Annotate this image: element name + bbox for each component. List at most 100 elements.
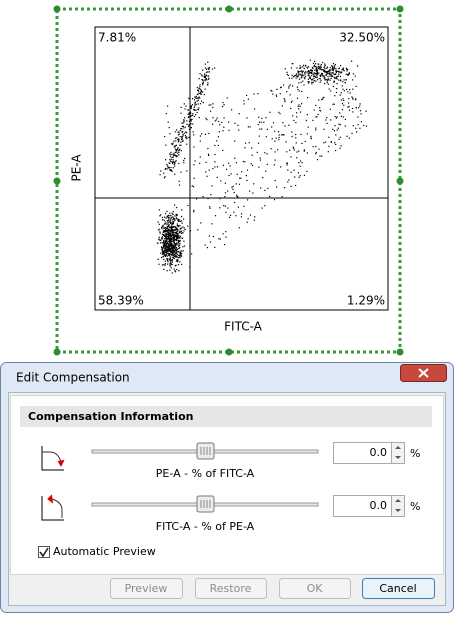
scatter-dot [206,247,208,249]
scatter-dot [211,68,214,70]
scatter-dot [204,73,206,75]
scatter-dot [181,128,183,130]
scatter-dot [274,159,276,161]
scatter-dot [314,69,316,71]
scatter-dot [175,229,177,231]
scatter-dot [161,248,163,250]
scatter-dot [164,245,166,247]
scatter-dot [336,76,338,78]
scatter-dot [164,246,166,248]
scatter-dot [323,76,325,78]
scatter-dot [329,108,331,110]
scatter-dot [334,125,336,127]
scatter-dot [173,152,175,154]
scatter-dot [165,254,167,256]
scatter-dot [332,65,334,67]
scatter-dot [173,154,175,156]
scatter-dot [183,159,185,162]
scatter-dot [197,93,199,95]
scatter-dot [273,199,276,201]
scatter-dot [172,156,174,158]
scatter-dot [315,70,317,72]
scatter-dot [172,142,174,144]
compensation-icon [41,446,65,471]
scatter-dot [293,149,295,151]
scatter-dot [208,66,210,69]
scatter-dot [253,93,255,95]
scatter-dot [183,121,185,123]
scatter-dot [169,240,171,242]
scatter-dot [162,247,164,249]
scatter-dot [329,74,331,76]
scatter-dot [168,229,170,231]
scatter-dot [170,247,173,249]
scatter-dot [247,126,249,128]
scatter-dot [318,65,320,67]
scatter-dot [343,90,345,92]
scatter-dot [172,233,174,236]
scatter-dot [310,135,312,137]
scatter-dot [177,233,179,235]
scatter-dot [290,171,292,173]
scatter-dot [162,241,165,243]
scatter-dot [209,206,211,208]
spinner[interactable] [391,495,405,517]
scatter-dot [210,194,212,196]
scatter-dot [201,133,203,135]
scatter-dot [199,103,202,105]
x-axis-label: FITC-A [224,320,263,334]
scatter-dot [197,89,199,91]
scatter-dot [163,227,165,229]
scatter-dot [229,216,231,218]
scatter-dot [174,249,176,251]
slider-thumb[interactable] [196,495,215,513]
button[interactable] [195,578,267,599]
scatter-dot [327,79,329,81]
scatter-dot [181,252,183,254]
scatter-dot [320,64,322,66]
scatter-dot [171,227,173,229]
scatter-dot [166,223,168,225]
scatter-dot [168,220,170,222]
button[interactable] [110,578,183,599]
scatter-dot [167,225,169,227]
scatter-dot [173,247,176,249]
scatter-dot [177,248,179,250]
checkbox[interactable] [38,546,50,558]
scatter-dot [238,183,241,185]
scatter-dot [296,75,298,77]
scatter-dot [187,204,189,207]
scatter-dot [212,106,214,109]
button[interactable] [362,578,435,599]
scatter-dot [178,149,180,151]
spinner[interactable] [391,442,405,464]
scatter-dot [196,198,198,200]
scatter-dot [298,73,300,75]
scatter-dot [218,131,220,133]
scatter-dot [342,98,344,100]
scatter-dot [326,78,328,80]
scatter-dot [307,81,309,83]
scatter-dot [265,136,267,138]
scatter-dot [173,237,175,239]
scatter-dot [193,164,195,166]
slider-thumb[interactable] [196,442,215,460]
scatter-dot [306,67,309,69]
scatter-dot [309,71,311,73]
scatter-dot [173,163,175,165]
scatter-dot [176,250,178,252]
scatter-dot [314,64,316,66]
scatter-dot [290,156,292,158]
scatter-dot [178,131,180,133]
scatter-dot [254,108,256,110]
scatter-dot [176,218,178,220]
scatter-dot [286,73,288,75]
scatter-dot [294,75,296,77]
scatter-dot [228,162,230,164]
scatter-dot [293,147,295,149]
scatter-dot [360,121,362,123]
scatter-dot [164,260,166,262]
scatter-dot [261,207,263,209]
scatter-dot [339,75,341,78]
button[interactable] [279,578,351,599]
